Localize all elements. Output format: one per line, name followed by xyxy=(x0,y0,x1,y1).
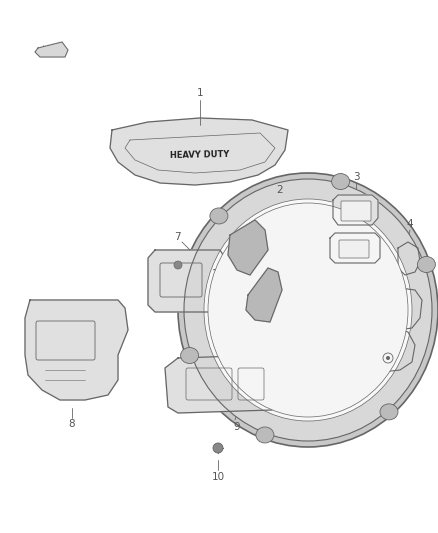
Polygon shape xyxy=(246,268,282,322)
Ellipse shape xyxy=(204,199,412,421)
Text: HEAVY DUTY: HEAVY DUTY xyxy=(170,150,230,160)
Text: 9: 9 xyxy=(234,422,240,432)
Ellipse shape xyxy=(208,203,408,417)
Text: 3: 3 xyxy=(353,172,359,182)
Ellipse shape xyxy=(210,208,228,224)
Polygon shape xyxy=(35,42,68,57)
Circle shape xyxy=(386,356,390,360)
Polygon shape xyxy=(330,233,380,263)
Text: 13: 13 xyxy=(347,349,360,359)
Text: 5: 5 xyxy=(385,271,391,281)
Ellipse shape xyxy=(180,348,198,364)
Ellipse shape xyxy=(380,404,398,420)
Ellipse shape xyxy=(178,173,438,447)
Text: 4: 4 xyxy=(407,219,413,229)
Text: 11: 11 xyxy=(300,243,313,253)
Text: 7: 7 xyxy=(174,232,180,242)
Ellipse shape xyxy=(184,179,432,441)
Text: 6: 6 xyxy=(239,240,245,250)
Circle shape xyxy=(174,261,182,269)
Text: 14: 14 xyxy=(247,339,261,349)
Polygon shape xyxy=(110,118,288,185)
Text: 14: 14 xyxy=(212,269,225,279)
FancyBboxPatch shape xyxy=(339,240,369,258)
Ellipse shape xyxy=(332,174,350,190)
Polygon shape xyxy=(148,250,225,312)
Polygon shape xyxy=(228,220,268,275)
Ellipse shape xyxy=(190,185,426,435)
Ellipse shape xyxy=(256,427,274,443)
Text: 10: 10 xyxy=(212,472,225,482)
FancyBboxPatch shape xyxy=(341,201,371,221)
Text: 8: 8 xyxy=(69,419,75,429)
Polygon shape xyxy=(165,355,280,413)
Polygon shape xyxy=(333,195,378,225)
Ellipse shape xyxy=(417,256,435,272)
Circle shape xyxy=(213,443,223,453)
Text: 1: 1 xyxy=(197,88,203,98)
Polygon shape xyxy=(25,300,128,400)
Text: 2: 2 xyxy=(277,185,283,195)
